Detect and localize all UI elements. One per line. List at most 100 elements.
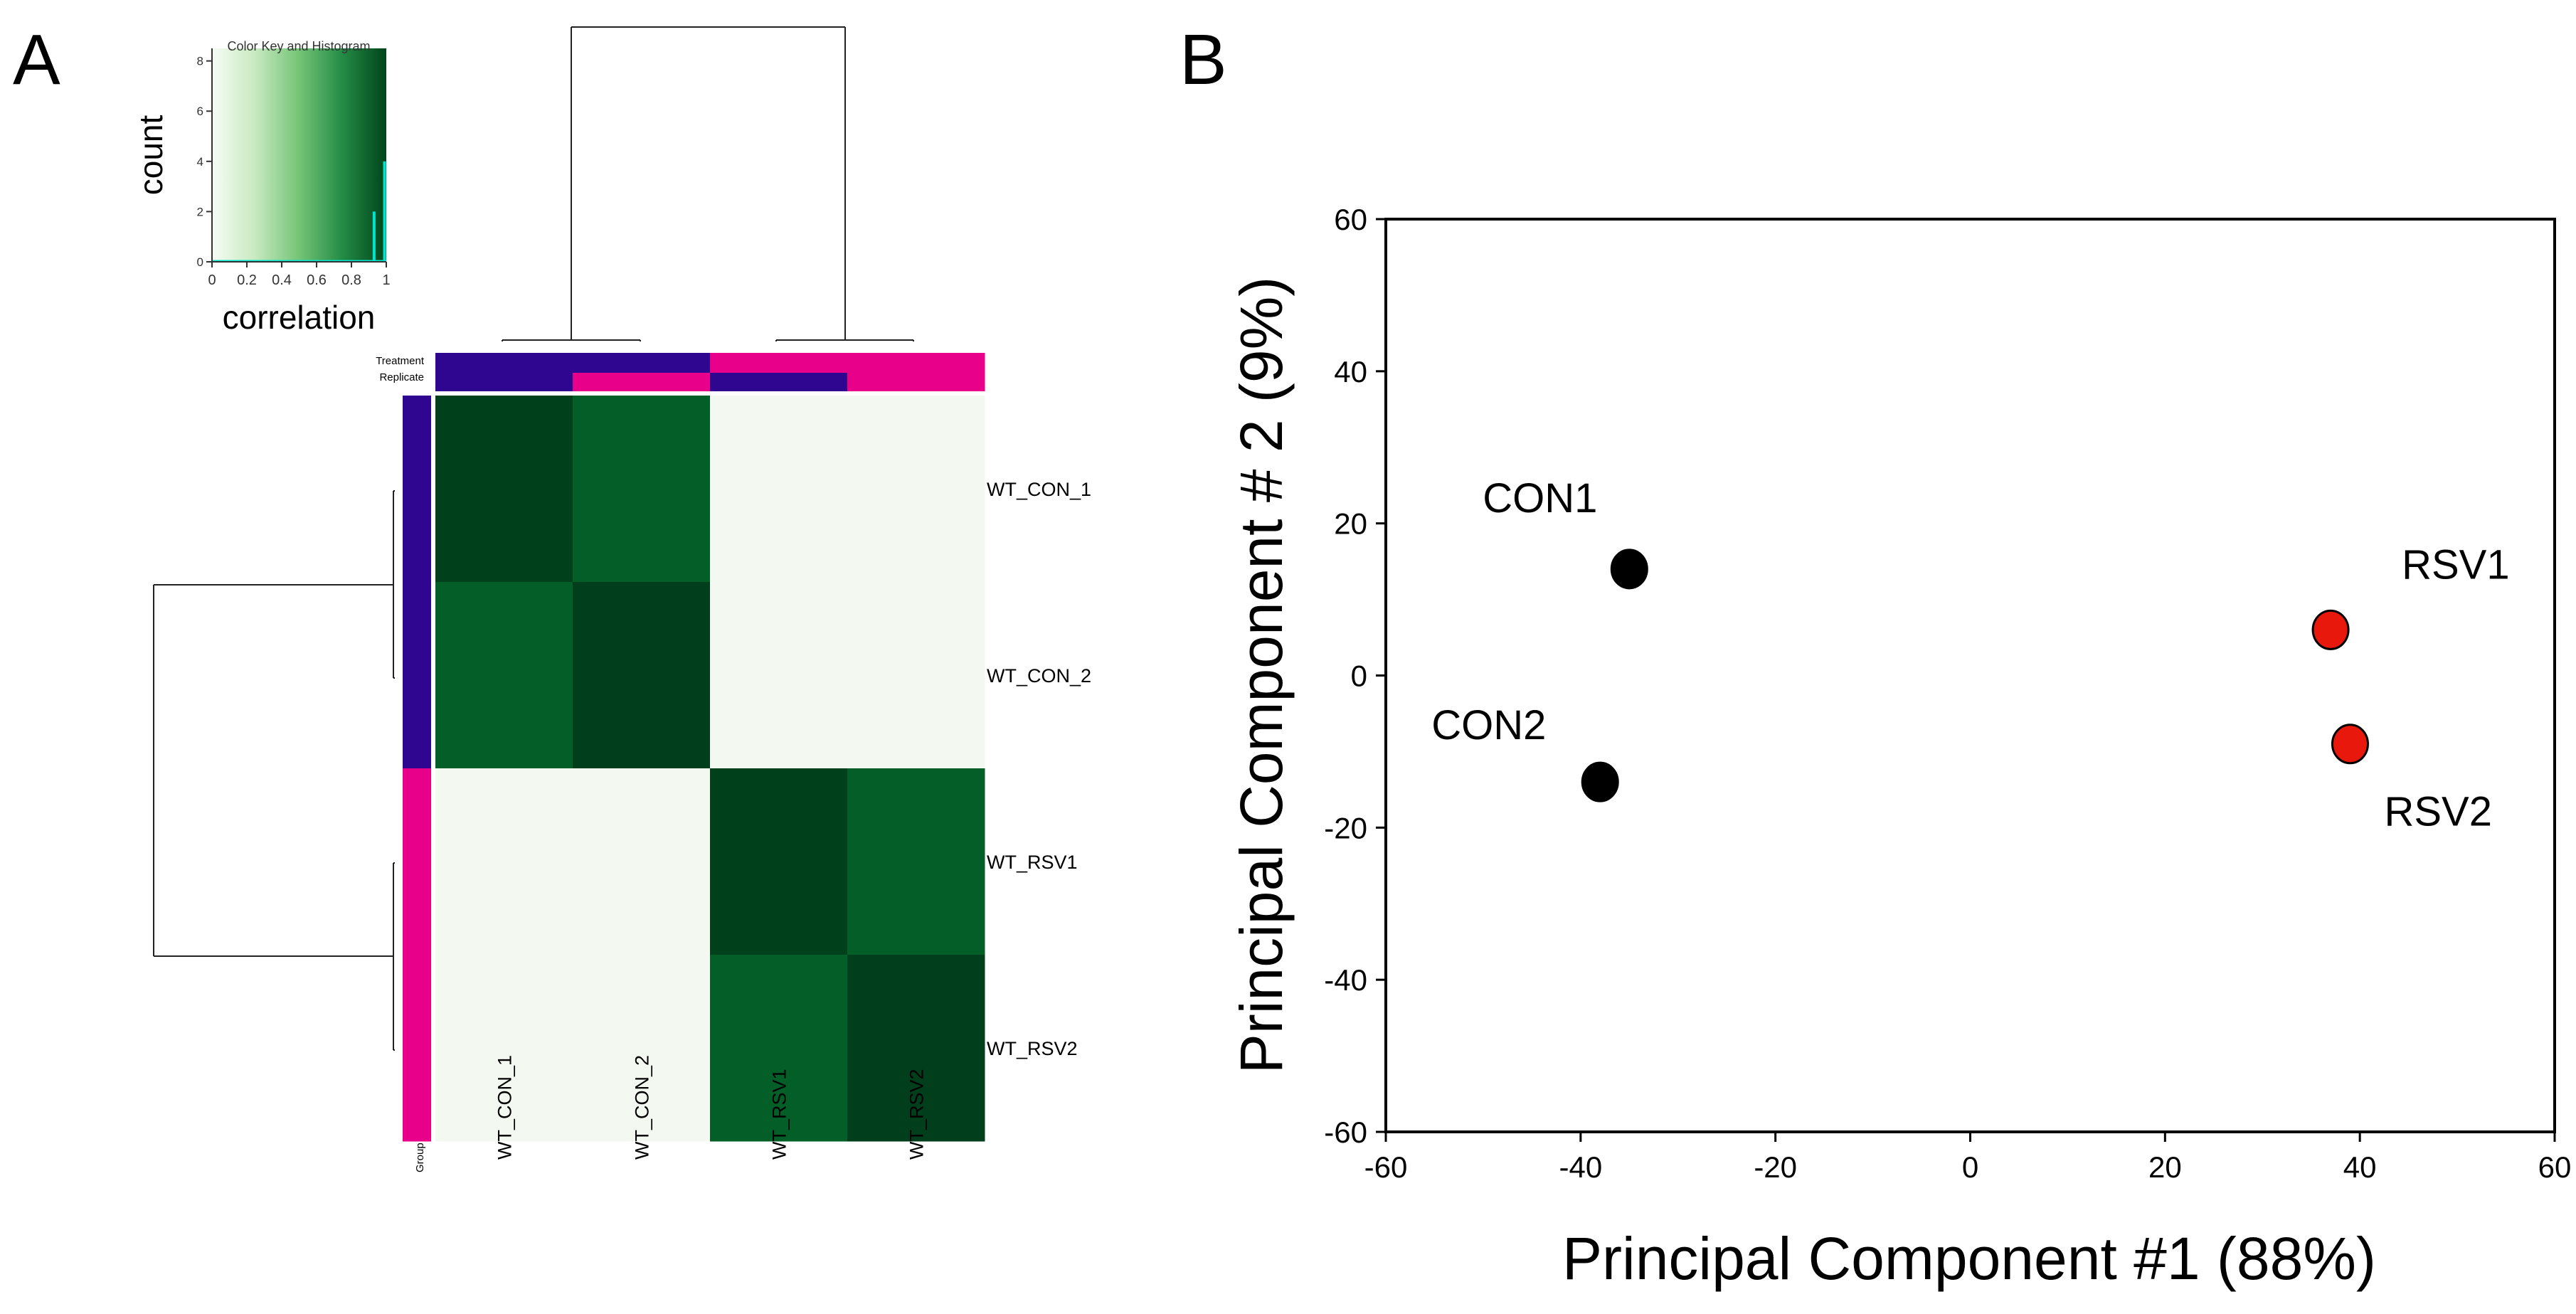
color-key-x-tick-label: 0.4 <box>272 272 292 288</box>
heatmap-cell-wt-rsv1-x-wt-con-1 <box>435 768 573 955</box>
data-label-con1: CON1 <box>1483 475 1597 521</box>
color-key-x-tick-label: 0.2 <box>237 272 257 288</box>
group-annotation-cell <box>403 768 431 955</box>
y-tick-label: 20 <box>1334 507 1367 541</box>
color-key-x-tick-label: 0 <box>208 272 216 288</box>
heatmap-cell-wt-rsv2-x-wt-con-2 <box>573 955 711 1142</box>
data-points: CON1 CON2 RSV1 RSV2 <box>1431 475 2509 835</box>
color-key-gradient <box>212 48 386 262</box>
heatmap-cell-wt-rsv2-x-wt-rsv2 <box>847 955 985 1142</box>
heatmap-column-label: WT_CON_1 <box>494 1055 516 1160</box>
x-axis-ticks: -60 -40 -20 0 20 40 60 <box>1364 1132 2572 1184</box>
heatmap-row-label: WT_RSV1 <box>987 852 1078 873</box>
color-key-x-tick-label: 0.8 <box>341 272 361 288</box>
data-point-con2 <box>1581 761 1619 802</box>
group-annotation-cell <box>403 582 431 769</box>
y-axis-ticks: -60 -40 -20 0 20 40 60 <box>1324 203 1386 1149</box>
heatmap-row-label: WT_RSV2 <box>987 1038 1078 1059</box>
color-key-y-ticks: 0 2 4 6 8 <box>197 55 212 269</box>
data-label-rsv1: RSV1 <box>2402 541 2510 588</box>
x-axis-label: Principal Component #1 (88%) <box>1562 1225 2376 1292</box>
replicate-annotation-cell <box>573 373 711 391</box>
heatmap-row-label: WT_CON_2 <box>987 665 1091 687</box>
replicate-annotation-cell <box>435 373 573 391</box>
heatmap-cells <box>435 396 985 1142</box>
x-tick-label: -40 <box>1559 1150 1602 1184</box>
heatmap-cell-wt-con-2-x-wt-con-1 <box>435 582 573 769</box>
data-point-rsv1 <box>2311 609 2350 650</box>
treatment-annotation-cell <box>710 353 848 373</box>
column-annotations <box>435 353 985 391</box>
column-dendrogram-branch <box>502 339 641 341</box>
color-key-xlabel: correlation <box>223 299 376 336</box>
correlation-heatmap-panel: Color Key and Histogram 0 2 4 6 8 0 0.2 0.4 0.6… <box>132 26 1091 1172</box>
heatmap-cell-wt-con-2-x-wt-rsv2 <box>847 582 985 769</box>
heatmap-cell-wt-rsv1-x-wt-con-2 <box>573 768 711 955</box>
row-dendrogram-branch <box>393 490 395 679</box>
heatmap-cell-wt-con-1-x-wt-rsv2 <box>847 396 985 583</box>
column-dendrogram <box>502 26 914 341</box>
heatmap-column-labels: WT_CON_1 WT_CON_2 WT_RSV1 WT_RSV2 <box>494 1055 928 1160</box>
panel-label-b: B <box>1180 20 1227 100</box>
y-tick-label: -40 <box>1324 963 1367 997</box>
column-dendrogram-branch <box>571 26 846 340</box>
color-key-y-tick-label: 0 <box>197 255 203 269</box>
heatmap-row-labels: WT_CON_1 WT_CON_2 WT_RSV1 WT_RSV2 <box>987 479 1091 1059</box>
treatment-annotation-cell <box>435 353 573 373</box>
heatmap-row-label: WT_CON_1 <box>987 479 1091 500</box>
data-label-rsv2: RSV2 <box>2384 789 2492 835</box>
plot-frame <box>1384 218 2556 1133</box>
color-key-y-tick-label: 4 <box>197 155 203 169</box>
heatmap-cell-wt-con-1-x-wt-con-1 <box>435 396 573 583</box>
color-key-y-tick-label: 6 <box>197 105 203 118</box>
y-tick-label: 60 <box>1334 203 1367 236</box>
row-dendrogram-branch <box>153 584 393 957</box>
y-tick-label: 0 <box>1351 659 1367 693</box>
group-annotation-cell <box>403 955 431 1142</box>
x-tick-label: 0 <box>1962 1150 1978 1184</box>
replicate-annotation-cell <box>847 373 985 391</box>
panel-label-a: A <box>13 20 60 100</box>
treatment-annotation-cell <box>573 353 711 373</box>
data-label-con2: CON2 <box>1431 702 1546 748</box>
x-tick-label: 40 <box>2343 1150 2377 1184</box>
y-tick-label: 40 <box>1334 355 1367 388</box>
heatmap-cell-wt-con-1-x-wt-rsv1 <box>710 396 848 583</box>
column-dendrogram-branch <box>775 339 914 341</box>
heatmap-cell-wt-con-2-x-wt-con-2 <box>573 582 711 769</box>
heatmap-column-label: WT_RSV2 <box>906 1069 928 1160</box>
replicate-annotation-cell <box>710 373 848 391</box>
group-annotation-label: Group <box>414 1143 426 1172</box>
data-point-rsv2 <box>2331 724 2369 765</box>
y-axis-label: Principal Component # 2 (9%) <box>1228 277 1295 1074</box>
heatmap-cell-wt-rsv2-x-wt-rsv1 <box>710 955 848 1142</box>
row-annotations <box>403 396 431 1142</box>
heatmap-cell-wt-rsv1-x-wt-rsv2 <box>847 768 985 955</box>
y-tick-label: -60 <box>1324 1116 1367 1149</box>
heatmap-cell-wt-con-1-x-wt-con-2 <box>573 396 711 583</box>
treatment-annotation-label: Treatment <box>376 355 425 367</box>
color-key: Color Key and Histogram 0 2 4 6 8 0 0.2 0.4 0.6… <box>132 39 391 336</box>
heatmap-column-label: WT_RSV1 <box>769 1069 790 1160</box>
row-dendrogram <box>153 490 395 1051</box>
color-key-x-ticks: 0 0.2 0.4 0.6 0.8 1 <box>208 262 391 288</box>
color-key-x-tick-label: 1 <box>382 272 390 288</box>
x-tick-label: -60 <box>1364 1150 1408 1184</box>
group-annotation-cell <box>403 396 431 583</box>
x-tick-label: 20 <box>2148 1150 2182 1184</box>
heatmap-cell-wt-rsv2-x-wt-con-1 <box>435 955 573 1142</box>
color-key-ylabel: count <box>132 115 169 196</box>
color-key-y-tick-label: 8 <box>197 55 203 68</box>
x-tick-label: 60 <box>2538 1150 2572 1184</box>
heatmap-cell-wt-con-2-x-wt-rsv1 <box>710 582 848 769</box>
y-tick-label: -20 <box>1324 811 1367 844</box>
heatmap-cell-wt-rsv1-x-wt-rsv1 <box>710 768 848 955</box>
replicate-annotation-label: Replicate <box>379 371 424 383</box>
color-key-x-tick-label: 0.6 <box>307 272 327 288</box>
row-dendrogram-branch <box>393 862 395 1051</box>
x-tick-label: -20 <box>1754 1150 1797 1184</box>
color-key-title: Color Key and Histogram <box>227 39 370 53</box>
color-key-y-tick-label: 2 <box>197 205 203 218</box>
